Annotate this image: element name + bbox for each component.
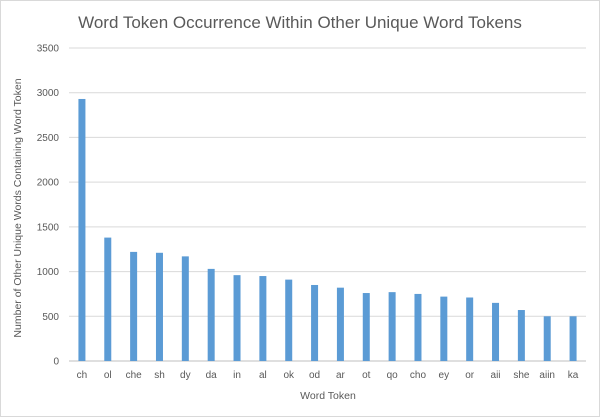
y-tick-label: 500 [42,312,59,323]
x-tick-label: ar [336,370,346,381]
bar-ok [285,279,293,361]
x-axis-title: Word Token [300,390,356,402]
y-tick-label: 2500 [37,133,60,144]
x-tick-label: ch [77,370,88,381]
x-axis-ticks: ch ol che sh dy da in al ok od ar ot qo cho ey or aii she… [77,370,579,381]
x-tick-label: aiin [539,370,555,381]
chart-title: Word Token Occurrence Within Other Uniqu… [78,13,522,32]
bar-in [233,275,241,361]
x-tick-label: aii [491,370,501,381]
bar-da [207,268,215,361]
bar-od [311,284,319,361]
bar-or [466,297,474,361]
bar-qo [388,292,396,361]
x-tick-label: in [233,370,241,381]
y-tick-label: 2000 [37,178,60,189]
bar-che [130,251,138,361]
x-tick-label: ok [283,370,295,381]
bar-ar [336,287,344,361]
x-tick-label: da [206,370,218,381]
bars [78,98,577,361]
bar-cho [414,293,422,361]
bar-ot [362,293,370,361]
y-tick-label: 3000 [37,88,60,99]
x-tick-label: ol [104,370,112,381]
bar-al [259,276,267,361]
x-tick-label: al [259,370,267,381]
x-tick-label: od [309,370,320,381]
y-axis-title: Number of Other Unique Words Containing … [12,78,24,337]
y-tick-label: 3500 [37,44,60,55]
x-tick-label: cho [410,370,427,381]
bar-she [517,310,525,361]
bar-ka [569,316,577,361]
bar-ol [104,237,112,361]
gridlines [69,47,586,362]
bar-ch [78,98,86,361]
x-tick-label: che [126,370,143,381]
x-tick-label: or [465,370,475,381]
x-tick-label: ka [568,370,579,381]
bar-sh [155,252,163,361]
x-tick-label: ot [362,370,371,381]
y-axis-ticks: 0 500 1000 1500 2000 2500 3000 3500 [37,44,60,368]
y-tick-label: 0 [53,357,59,368]
bar-dy [181,256,189,361]
x-tick-label: ey [439,370,450,381]
x-tick-label: she [513,370,530,381]
x-tick-label: dy [180,370,191,381]
x-tick-label: sh [154,370,165,381]
y-tick-label: 1000 [37,267,60,278]
bar-ey [440,296,448,361]
bar-aiin [543,316,551,361]
x-tick-label: qo [387,370,399,381]
y-tick-label: 1500 [37,222,60,233]
bar-aii [492,302,500,361]
